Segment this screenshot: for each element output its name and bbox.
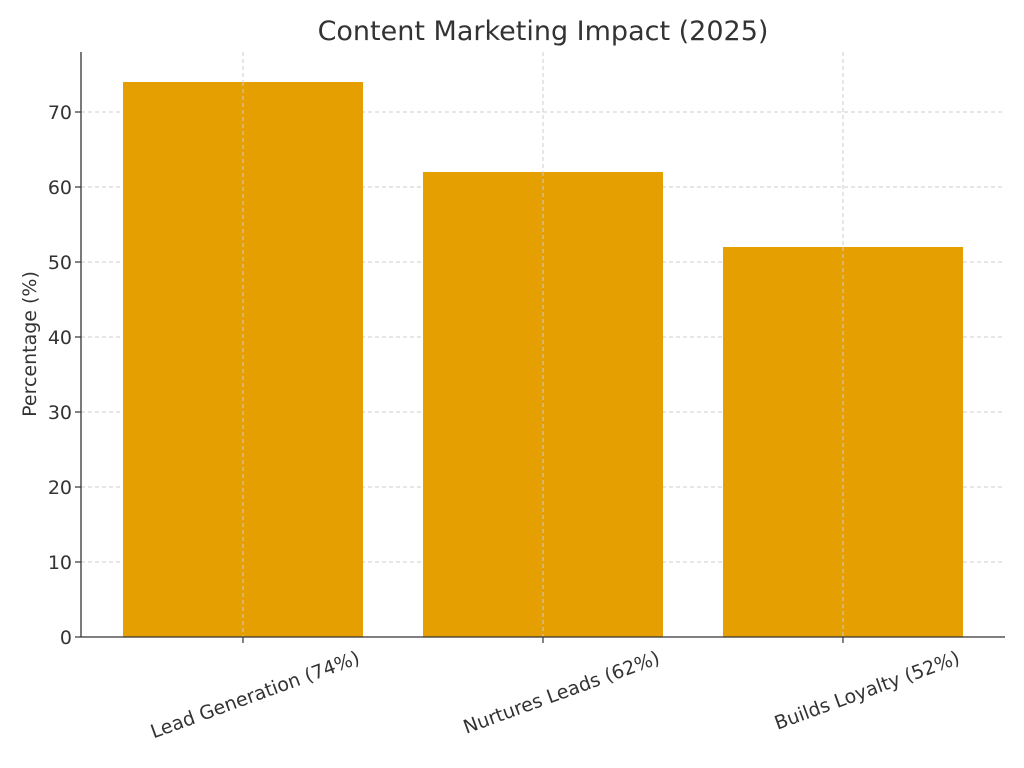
y-tick-label: 50: [48, 252, 72, 274]
chart-title: Content Marketing Impact (2025): [318, 16, 769, 47]
y-tick-label: 0: [60, 627, 72, 649]
x-category-label: Nurtures Leads (62%): [460, 647, 662, 739]
y-ticks: 0 10 20 30 40 50 60 70: [48, 102, 81, 649]
bars: [123, 82, 963, 637]
x-category-label: Lead Generation (74%): [148, 647, 363, 743]
y-tick-label: 70: [48, 102, 72, 124]
y-tick-label: 30: [48, 402, 72, 424]
y-tick-label: 20: [48, 477, 72, 499]
y-tick-label: 60: [48, 177, 72, 199]
y-tick-label: 40: [48, 327, 72, 349]
x-category-label: Builds Loyalty (52%): [772, 647, 963, 735]
x-ticks: Lead Generation (74%) Nurtures Leads (62%…: [148, 637, 963, 743]
y-tick-label: 10: [48, 552, 72, 574]
y-axis-label: Percentage (%): [19, 271, 41, 417]
